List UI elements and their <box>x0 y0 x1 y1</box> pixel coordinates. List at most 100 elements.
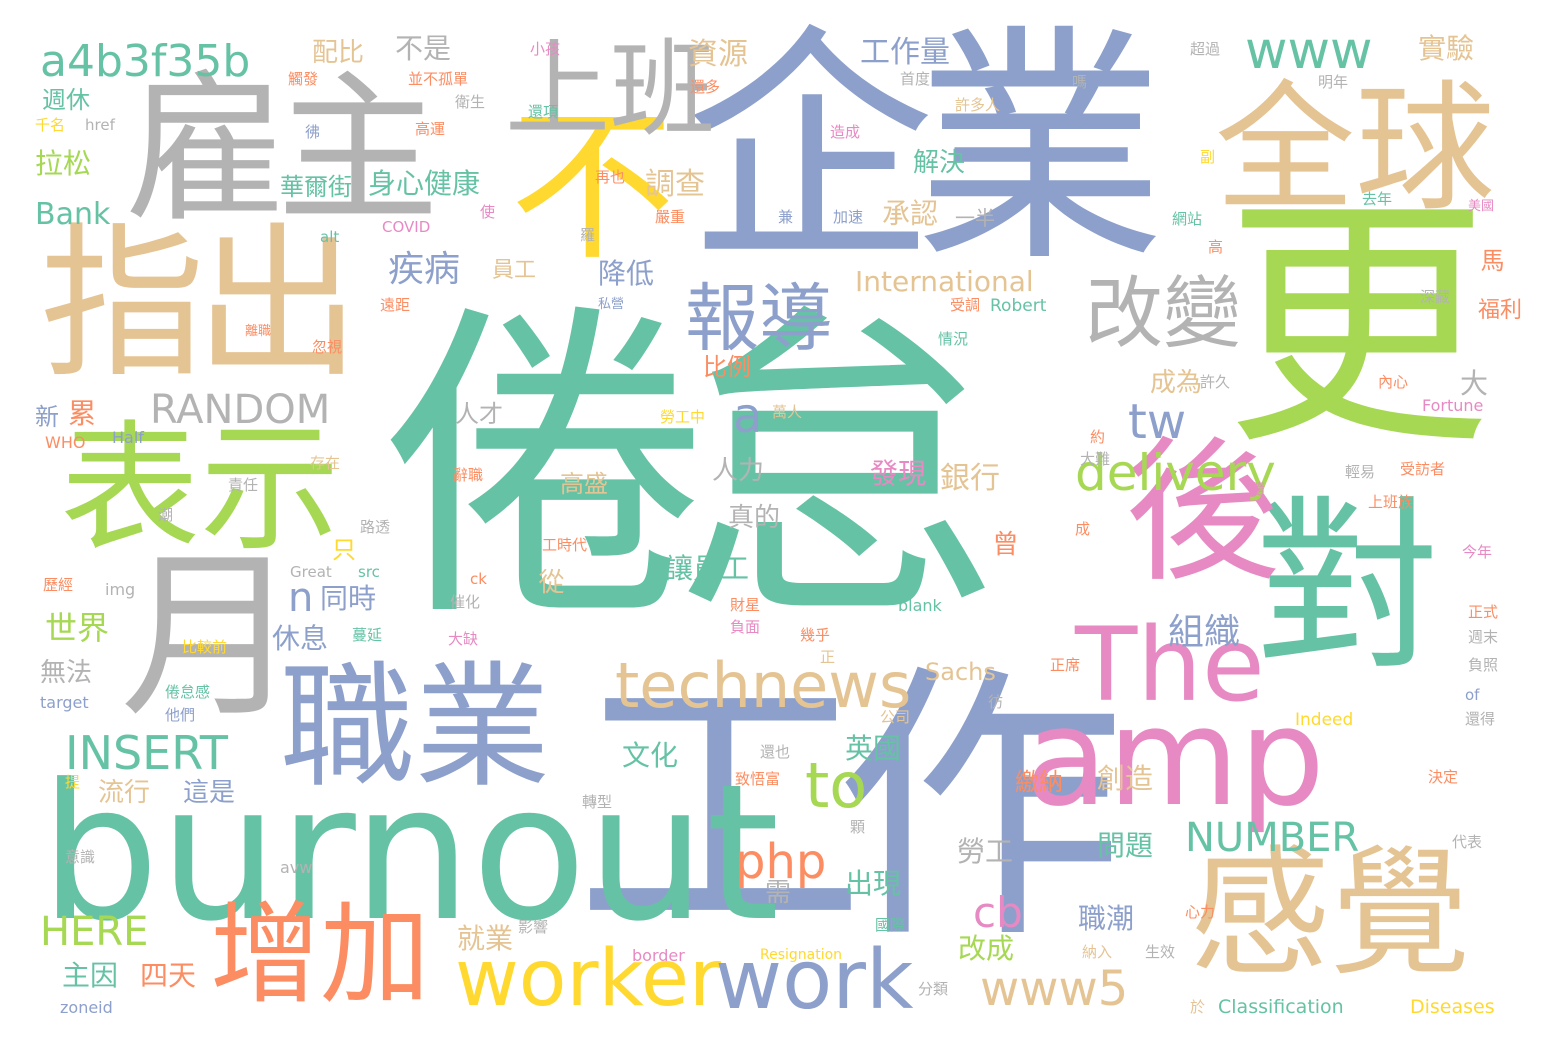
word-yue2: 約 <box>1090 428 1106 446</box>
word-da: 大 <box>1460 367 1489 400</box>
word-zeren: 責任 <box>228 476 259 494</box>
word-great: Great <box>290 563 332 581</box>
word-peibi: 配比 <box>312 38 365 68</box>
word-cong: 從 <box>534 568 564 594</box>
word-fortune: Fortune <box>1422 396 1484 415</box>
word-daibiao: 代表 <box>1452 833 1483 851</box>
word-zhoumo: 週末 <box>1468 628 1499 646</box>
word-xu: 需 <box>765 878 792 908</box>
word-qingkuang: 情況 <box>938 330 969 348</box>
word-amp: amp <box>1025 679 1325 836</box>
word-jiaona: 繳納 <box>1015 768 1063 796</box>
word-bingbu: 並不孤單 <box>408 70 469 88</box>
word-to: to <box>805 749 868 822</box>
word-fumian: 負面 <box>730 618 761 636</box>
word-yishi: 意識 <box>65 848 96 866</box>
word-diaocha: 調查 <box>645 167 705 202</box>
word-caixing: 財星 <box>730 596 761 614</box>
word-gongshidai: 工時代 <box>542 536 588 554</box>
word-sui: 隨 <box>1250 480 1266 498</box>
word-xinli: 心力 <box>1185 903 1216 921</box>
word-lei: 累 <box>68 397 97 430</box>
word-dakuai: 大缺 <box>448 630 479 648</box>
word-shoufangzhe: 受訪者 <box>1400 460 1446 478</box>
word-img: img <box>105 580 136 599</box>
word-zhouxiu: 週休 <box>42 86 90 114</box>
word-shi: 使 <box>480 203 496 221</box>
word-wufa: 無法 <box>40 658 93 688</box>
word-fo: 彿 <box>305 123 321 141</box>
word-chengwei: 成為 <box>1150 368 1203 398</box>
word-zheng: 正 <box>820 648 836 666</box>
word-worker: worker <box>455 934 722 1024</box>
word-biaoshi: 表示 <box>60 408 341 571</box>
word-bank: Bank <box>35 197 111 232</box>
word-zuzhi: 組織 <box>1168 612 1241 653</box>
word-jihu: 幾乎 <box>800 626 831 644</box>
word-gao: 高 <box>1208 238 1224 256</box>
word-cuihua: 催化 <box>450 593 481 611</box>
word-luo: 羅 <box>580 226 596 244</box>
word-tongshi: 同時 <box>320 582 377 615</box>
word-burnout: burnout <box>40 744 780 963</box>
word-cunzai: 存在 <box>310 454 341 472</box>
word-technews: technews <box>615 649 912 722</box>
word-fu: 副 <box>1200 148 1216 166</box>
word-tw: tw <box>1128 394 1187 450</box>
word-of: of <box>1465 686 1480 704</box>
word-lizhi: 離職 <box>245 324 272 339</box>
word-ganjue: 感覺 <box>1190 833 1471 996</box>
word-diseases: Diseases <box>1410 996 1495 1018</box>
word-who: WHO <box>45 433 86 452</box>
word-qingyi: 輕易 <box>1345 463 1376 481</box>
word-hash: a4b3f35b <box>40 36 251 87</box>
word-lasong: 拉松 <box>35 147 92 180</box>
word-rangyuangong: 讓員工 <box>665 552 750 585</box>
word-gongsi: 公司 <box>880 708 911 726</box>
word-number: NUMBER <box>1185 815 1360 861</box>
word-shengxiao: 生效 <box>1145 943 1176 961</box>
word-yuanju: 遠距 <box>380 296 411 314</box>
word-guoji: 國際 <box>875 916 906 934</box>
word-international: International <box>855 265 1034 298</box>
word-yingxiang: 影響 <box>518 918 549 936</box>
word-chuxian: 出現 <box>845 867 902 900</box>
word-jibing: 疾病 <box>388 249 461 290</box>
word-gaoyun: 高運 <box>415 120 446 138</box>
word-qiye: 企業 <box>685 4 1165 295</box>
word-zhengyu: 正席 <box>1050 656 1081 674</box>
word-laogong: 勞工 <box>957 835 1014 868</box>
word-shangban: 上班 <box>505 29 716 151</box>
word-xujiu: 許久 <box>1200 373 1231 391</box>
word-yuangong: 員工 <box>492 258 537 283</box>
word-zengjia: 增加 <box>210 891 430 1019</box>
word-zaiye: 再也 <box>595 168 626 186</box>
word-cheng: 成 <box>1075 520 1091 538</box>
word-here: HERE <box>40 909 149 955</box>
word-zhichao: 職潮 <box>1078 902 1135 935</box>
word-zaocheng: 造成 <box>830 123 861 141</box>
word-covid: COVID <box>382 218 431 236</box>
word-indeed: Indeed <box>1295 710 1354 730</box>
word-shijie: 世界 <box>45 609 110 647</box>
word-shangbanzu: 上班族 <box>1368 493 1414 511</box>
word-bu: 不 <box>510 91 675 283</box>
word-shoudu2: 受調 <box>950 296 981 314</box>
word-jiangdi: 降低 <box>598 257 655 290</box>
word-tamen: 他們 <box>165 706 196 724</box>
word-dajie: 大難 <box>1080 450 1111 468</box>
word-insert: INSERT <box>65 726 228 780</box>
word-laogongzhong: 勞工中 <box>660 408 706 426</box>
word-www5: www5 <box>980 961 1129 1017</box>
word-xuduoren: 許多人 <box>955 96 1001 114</box>
word-xiaohai: 小孩 <box>530 40 561 58</box>
word-wangzhan: 網站 <box>1172 210 1203 228</box>
word-target: target <box>40 693 89 712</box>
word-gaicheng: 改成 <box>958 932 1015 965</box>
word-meiguo: 美國 <box>1468 199 1495 214</box>
word-faxian: 發現 <box>870 457 927 490</box>
word-gaibian: 改變 <box>1085 269 1242 359</box>
word-zhengshi: 正式 <box>1468 603 1499 621</box>
word-ziyuan: 資源 <box>688 37 748 72</box>
word-sachs: Sachs <box>925 658 996 686</box>
